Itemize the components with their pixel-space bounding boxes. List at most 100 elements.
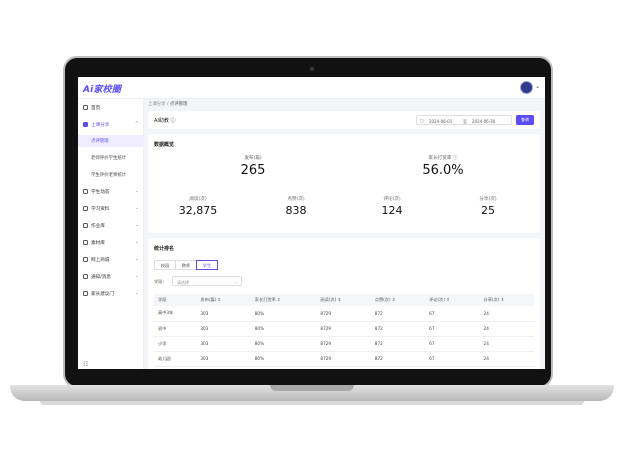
grade-select[interactable]: 请选择 ⌄ — [172, 276, 242, 286]
column-header[interactable]: 发布(篇) ⇕ — [196, 294, 251, 306]
folder-icon — [83, 240, 88, 245]
sidebar-item-homework[interactable]: 作业库 ⌄ — [78, 220, 144, 232]
table-row: 小学 303 80% 8729 872 67 24 — [154, 336, 534, 352]
column-header[interactable]: 点赞(次) ⇕ — [370, 294, 426, 306]
filter-bar: AI助教 ⓘ ▢ 2024-06-01 至 2024-06-30 查询 — [148, 111, 540, 129]
sidebar-item-parent-suggestions[interactable]: 家长建议门 ⌄ — [78, 288, 144, 300]
end-date[interactable]: 2024-06-30 — [472, 118, 496, 124]
table-cell: 67 — [425, 321, 480, 337]
sidebar-subitem-label: 老师评价学生统计 — [91, 156, 127, 161]
column-header[interactable]: 阅读(次) ⇕ — [316, 294, 371, 306]
stat-value: 124 — [381, 204, 403, 217]
overview-card: 数据概览 发布(篇) 265 家长打赏率 ⓘ 56.0% 阅读(次) 32,87… — [148, 134, 540, 233]
gear-icon — [83, 206, 88, 211]
sidebar-subitem-teacher-stats[interactable]: 老师评价学生统计 — [78, 152, 144, 164]
sidebar-item-label: 学习资料 — [91, 207, 110, 212]
bag-icon — [83, 257, 88, 262]
table-cell: 872 — [370, 306, 426, 322]
chevron-down-icon[interactable]: ⌄ — [534, 83, 540, 90]
stat-label: 家长打赏率 ⓘ — [428, 156, 458, 161]
table-cell: 初中 — [154, 321, 197, 337]
start-date[interactable]: 2024-06-01 — [429, 118, 453, 124]
table-cell: 80% — [250, 336, 317, 352]
table-cell: 80% — [250, 306, 317, 322]
table-cell: 872 — [370, 321, 426, 337]
laptop-base — [10, 385, 614, 401]
breadcrumb-parent[interactable]: 上课分享 — [148, 102, 166, 107]
section-title: 数据概览 — [154, 142, 175, 148]
sidebar-item-assets[interactable]: 素材库 ⌄ — [78, 237, 144, 249]
table-cell: 67 — [425, 336, 480, 352]
gear-icon — [83, 189, 88, 194]
stat-value: 838 — [285, 204, 307, 217]
tab-teacher[interactable]: 教师 — [175, 260, 197, 270]
stat-value: 56.0% — [422, 163, 464, 178]
avatar[interactable] — [520, 81, 533, 94]
chevron-down-icon: ⌄ — [134, 222, 139, 228]
table-cell: 303 — [196, 306, 251, 322]
sidebar-item-home[interactable]: 首页 — [78, 102, 144, 114]
bell-icon — [83, 274, 88, 279]
column-header[interactable]: 评论(次) ⇕ — [425, 294, 480, 306]
tab-student[interactable]: 学生 — [196, 260, 218, 270]
stat-likes: 点赞(次) 838 — [266, 196, 326, 217]
top-bar: Ai家校圈 ⌄ — [78, 77, 545, 99]
table-cell: 80% — [250, 321, 317, 337]
tab-campus[interactable]: 校园 — [154, 260, 176, 270]
screen: Ai家校圈 ⌄ 首页 上课分享 ^ 点评管理 老师评价学生统计 学生评价老师统计 — [78, 77, 545, 369]
sidebar-subitem-label: 学生评价老师统计 — [91, 173, 127, 178]
stat-value: 265 — [240, 163, 266, 178]
sidebar-item-notifications[interactable]: 通知/消息 ⌄ — [78, 271, 144, 283]
stat-comments: 评论(次) 124 — [362, 196, 422, 217]
table-row: 初中 303 80% 8729 872 67 24 — [154, 321, 534, 337]
stat-reward-rate: 家长打赏率 ⓘ 56.0% — [398, 155, 488, 178]
sidebar-item-label: 素材库 — [91, 241, 105, 246]
laptop-shadow — [40, 401, 584, 405]
sidebar-item-label: 学生动态 — [91, 190, 110, 195]
stat-published: 发布(篇) 265 — [213, 155, 293, 178]
laptop-notch — [270, 385, 354, 391]
sidebar-item-mall[interactable]: 网上商城 ⌄ — [78, 254, 144, 266]
table-cell: 8729 — [316, 336, 371, 352]
table-cell: 8729 — [316, 351, 371, 367]
column-header: 学段 — [154, 294, 197, 306]
stat-shares: 分享(次) 25 — [458, 196, 518, 217]
sidebar-item-label: 作业库 — [91, 224, 105, 229]
chevron-down-icon: ⌄ — [234, 279, 238, 284]
section-title: 统计排名 — [154, 246, 175, 252]
table-cell: 872 — [370, 351, 426, 367]
gear-icon — [83, 291, 88, 296]
sidebar-item-student-activity[interactable]: 学生动态 ⌄ — [78, 186, 144, 198]
table-row: 幼儿园 303 80% 8729 872 67 24 — [154, 351, 534, 367]
grade-label: 学段： — [154, 279, 167, 284]
date-range-picker[interactable]: ▢ 2024-06-01 至 2024-06-30 — [416, 115, 512, 125]
table-cell: 高中3年 — [154, 306, 197, 322]
doc-icon — [83, 223, 88, 228]
sidebar-item-materials[interactable]: 学习资料 ⌄ — [78, 203, 144, 215]
breadcrumb-current: 点评管理 — [169, 102, 188, 107]
table-cell: 24 — [479, 336, 534, 352]
collapse-icon[interactable]: ☷ — [83, 361, 89, 368]
table-cell: 67 — [425, 306, 480, 322]
table-cell: 8729 — [316, 321, 371, 337]
sidebar-item-class-share[interactable]: 上课分享 ^ — [78, 119, 144, 131]
chevron-down-icon: ⌄ — [134, 273, 139, 279]
app-logo[interactable]: Ai家校圈 — [83, 85, 122, 95]
stat-value: 32,875 — [178, 204, 218, 217]
column-header[interactable]: 分享(次) ⇕ — [479, 294, 534, 306]
chevron-down-icon: ⌄ — [134, 239, 139, 245]
stats-ranking-card: 统计排名 校园 教师 学生 学段： 请选择 ⌄ 学段 发布(篇) ⇕ 家长打赏率… — [148, 238, 540, 369]
table-cell: 303 — [196, 351, 251, 367]
sidebar-subitem-review[interactable]: 点评管理 — [78, 135, 144, 147]
sidebar-subitem-student-stats[interactable]: 学生评价老师统计 — [78, 169, 144, 181]
column-header[interactable]: 家长打赏率 ⇕ — [250, 294, 317, 306]
filter-title: AI助教 ⓘ — [154, 118, 176, 124]
table-cell: 24 — [479, 351, 534, 367]
query-button[interactable]: 查询 — [516, 115, 534, 125]
table-cell: 303 — [196, 336, 251, 352]
table-cell: 872 — [370, 336, 426, 352]
table-cell: 67 — [425, 351, 480, 367]
table-row: 高中3年 303 80% 8729 872 67 24 — [154, 306, 534, 322]
stat-label: 点赞(次) — [287, 197, 305, 202]
